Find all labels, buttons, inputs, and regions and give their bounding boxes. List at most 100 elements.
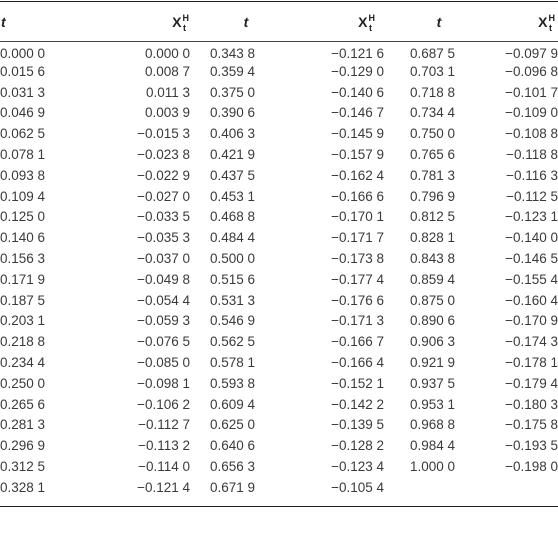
x-cell: −0.180 3 — [505, 396, 558, 412]
values-table: t XHt t XHt t XHt 0.000 0 0.000 0 0.343 8 −… — [0, 3, 558, 498]
t-cell: 0.281 3 — [0, 417, 46, 433]
t-cell: 0.328 1 — [0, 479, 46, 495]
t-cell: 0.250 0 — [0, 375, 46, 391]
x-cell: −0.108 8 — [505, 126, 558, 142]
t-cell: 0.218 8 — [0, 334, 46, 350]
t-cell: 0.843 8 — [410, 251, 456, 267]
x-cell: −0.152 1 — [331, 375, 384, 391]
table-row: 0.031 3 0.011 3 0.375 0 −0.140 6 0.718 8 −0.1… — [0, 82, 558, 103]
x-cell: −0.146 5 — [505, 251, 558, 267]
x-cell: 0.003 9 — [144, 105, 190, 121]
x-cell: 0.000 0 — [144, 46, 190, 61]
x-cell: −0.129 0 — [331, 63, 384, 79]
t-cell: 0.000 0 — [0, 46, 46, 61]
x-cell: −0.176 6 — [331, 292, 384, 308]
x-cell: −0.101 7 — [505, 84, 558, 100]
x-cell: −0.096 8 — [505, 63, 558, 79]
t-cell: 0.890 6 — [410, 313, 456, 329]
table-header: t XHt t XHt t XHt — [0, 3, 558, 40]
x-cell: −0.121 4 — [137, 479, 190, 495]
x-cell: −0.157 9 — [331, 147, 384, 163]
x-cell: −0.140 0 — [505, 230, 558, 246]
t-cell: 0.437 5 — [210, 167, 256, 183]
table-row: 0.125 0 −0.033 5 0.468 8 −0.170 1 0.812 5 −0.… — [0, 207, 558, 228]
table-row: 0.265 6 −0.106 2 0.609 4 −0.142 2 0.953 1 −0.… — [0, 394, 558, 415]
table-row: 0.156 3 −0.037 0 0.500 0 −0.173 8 0.843 8 −0.… — [0, 248, 558, 269]
table-row: 0.328 1 −0.121 4 0.671 9 −0.105 4 — [0, 477, 558, 498]
t-cell: 0.453 1 — [210, 188, 256, 204]
x-cell: −0.177 4 — [331, 271, 384, 287]
t-cell: 0.015 6 — [0, 63, 46, 79]
t-cell: 0.515 6 — [210, 271, 256, 287]
table-row: 0.078 1 −0.023 8 0.421 9 −0.157 9 0.765 6 −0.… — [0, 144, 558, 165]
t-cell: 0.703 1 — [410, 63, 456, 79]
x-cell: 0.011 3 — [145, 84, 190, 100]
x-cell — [480, 477, 558, 498]
t-cell: 0.234 4 — [0, 355, 46, 371]
x-cell: −0.105 4 — [331, 479, 384, 495]
x-cell: −0.175 8 — [505, 417, 558, 433]
x-cell: −0.037 0 — [137, 251, 190, 267]
t-cell: 0.375 0 — [210, 84, 256, 100]
x-cell: −0.139 5 — [331, 417, 384, 433]
t-cell: 0.656 3 — [210, 459, 256, 475]
table-body: 0.000 0 0.000 0 0.343 8 −0.121 6 0.687 5 −0.0… — [0, 40, 558, 498]
x-cell: −0.166 7 — [331, 334, 384, 350]
t-cell: 0.984 4 — [410, 438, 456, 454]
t-cell: 0.859 4 — [410, 271, 456, 287]
header-t-1: t — [1, 13, 6, 30]
x-cell: −0.193 5 — [505, 438, 558, 454]
t-cell: 0.593 8 — [210, 375, 256, 391]
x-cell: −0.114 0 — [138, 459, 190, 475]
x-cell: −0.106 2 — [137, 396, 190, 412]
x-cell: −0.112 7 — [138, 417, 190, 433]
table-row: 0.046 9 0.003 9 0.390 6 −0.146 7 0.734 4 −0.1… — [0, 103, 558, 124]
x-cell: −0.035 3 — [137, 230, 190, 246]
x-cell: −0.054 4 — [137, 292, 190, 308]
x-cell: −0.166 6 — [331, 188, 384, 204]
x-cell: −0.171 3 — [331, 313, 384, 329]
t-cell: 0.156 3 — [0, 251, 46, 267]
x-cell: −0.022 9 — [137, 167, 190, 183]
table-row: 0.015 6 0.008 7 0.359 4 −0.129 0 0.703 1 −0.0… — [0, 61, 558, 82]
t-cell: 0.171 9 — [0, 271, 46, 287]
t-cell: 0.875 0 — [410, 292, 456, 308]
t-cell: 1.000 0 — [410, 459, 456, 475]
t-cell: 0.828 1 — [410, 230, 456, 246]
table-row: 0.062 5 −0.015 3 0.406 3 −0.145 9 0.750 0 −0.… — [0, 123, 558, 144]
bottom-rule — [0, 506, 558, 507]
header-x-1: XHt — [172, 12, 189, 33]
t-cell: 0.765 6 — [410, 147, 456, 163]
x-cell: −0.178 1 — [505, 355, 558, 371]
header-x-3: XHt — [538, 12, 555, 33]
x-cell: −0.174 3 — [505, 334, 558, 350]
x-cell: −0.173 8 — [331, 251, 384, 267]
table-row: 0.093 8 −0.022 9 0.437 5 −0.162 4 0.781 3 −0.… — [0, 165, 558, 186]
t-cell: 0.640 6 — [210, 438, 256, 454]
t-cell: 0.421 9 — [210, 147, 256, 163]
x-cell: −0.023 8 — [137, 147, 190, 163]
x-cell: −0.033 5 — [137, 209, 190, 225]
x-cell: −0.098 1 — [137, 375, 190, 391]
t-cell: 0.687 5 — [410, 46, 456, 61]
x-cell: −0.170 1 — [331, 209, 384, 225]
x-cell: −0.113 2 — [138, 438, 190, 454]
t-cell: 0.609 4 — [210, 396, 256, 412]
t-cell: 0.109 4 — [0, 188, 46, 204]
t-cell: 0.718 8 — [410, 84, 456, 100]
t-cell: 0.296 9 — [0, 438, 46, 454]
t-cell: 0.796 9 — [410, 188, 456, 204]
t-cell: 0.562 5 — [210, 334, 256, 350]
t-cell: 0.484 4 — [210, 230, 256, 246]
x-cell: −0.179 4 — [505, 375, 558, 391]
x-cell: −0.160 4 — [505, 292, 558, 308]
t-cell: 0.953 1 — [410, 396, 456, 412]
t-cell: 0.906 3 — [410, 334, 456, 350]
table-row: 0.250 0 −0.098 1 0.593 8 −0.152 1 0.937 5 −0.… — [0, 373, 558, 394]
x-cell: −0.085 0 — [137, 355, 190, 371]
x-cell: −0.162 4 — [331, 167, 384, 183]
x-cell: −0.112 5 — [506, 188, 558, 204]
t-cell: 0.531 3 — [210, 292, 256, 308]
x-cell: −0.145 9 — [331, 126, 384, 142]
